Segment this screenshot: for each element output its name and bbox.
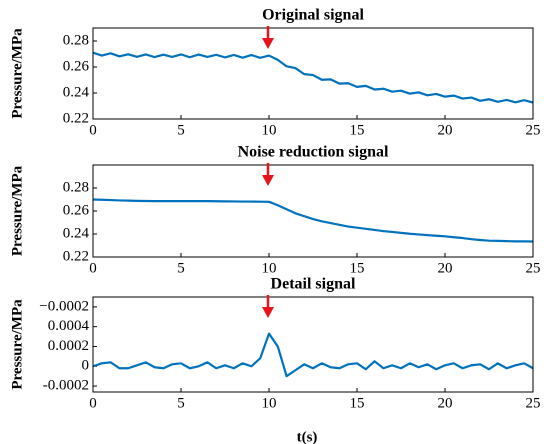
x-tick-label: 10	[262, 122, 277, 138]
y-tick-label: 0.28	[63, 32, 89, 48]
y-tick-label: 0.22	[63, 248, 89, 264]
signal-line	[92, 198, 534, 243]
y-tick-label: 0.28	[63, 179, 89, 195]
plot-frame	[92, 164, 534, 258]
signal-line	[92, 51, 534, 104]
arrow-head	[262, 175, 274, 186]
y-axis-label: Pressure/MPa	[9, 299, 25, 390]
y-tick-label: 0.26	[63, 202, 90, 218]
y-tick-label: 0.26	[63, 58, 90, 74]
x-tick-label: 0	[89, 395, 97, 411]
panel-title: Original signal	[262, 7, 364, 24]
y-axis-label: Pressure/MPa	[9, 165, 25, 256]
x-tick-label: 10	[262, 395, 277, 411]
panel-title: Noise reduction signal	[238, 144, 389, 161]
plot-frame	[92, 27, 534, 120]
y-tick-label: −0.0002	[39, 298, 89, 314]
y-tick-label: 0.0002	[48, 338, 89, 354]
x-tick-label: 0	[89, 122, 97, 138]
x-tick-label: 5	[177, 260, 185, 276]
y-tick-label: -0.0002	[43, 378, 89, 394]
plot-frame	[92, 296, 534, 393]
x-tick-label: 25	[526, 395, 541, 411]
x-tick-label: 15	[350, 122, 365, 138]
x-tick-label: 20	[438, 122, 453, 138]
x-tick-label: 0	[89, 260, 97, 276]
y-tick-label: 0.24	[63, 84, 90, 100]
y-axis-label: Pressure/MPa	[9, 28, 25, 119]
y-tick-label: 0	[82, 358, 90, 374]
x-tick-label: 25	[526, 122, 541, 138]
arrow-head	[262, 307, 274, 318]
y-tick-label: 0.24	[63, 225, 90, 241]
x-tick-label: 10	[262, 260, 277, 276]
x-tick-label: 15	[350, 260, 365, 276]
signal-line	[92, 332, 534, 378]
x-tick-label: 5	[177, 122, 185, 138]
arrow-head	[262, 38, 274, 49]
y-tick-label: 0.0004	[48, 318, 90, 334]
x-tick-label: 15	[350, 395, 365, 411]
x-tick-label: 20	[438, 395, 453, 411]
y-tick-label: 0.22	[63, 110, 89, 126]
panel-title: Detail signal	[271, 276, 356, 293]
x-tick-label: 20	[438, 260, 453, 276]
x-tick-label: 5	[177, 395, 185, 411]
x-axis-label: t(s)	[297, 429, 318, 444]
x-tick-label: 25	[526, 260, 541, 276]
